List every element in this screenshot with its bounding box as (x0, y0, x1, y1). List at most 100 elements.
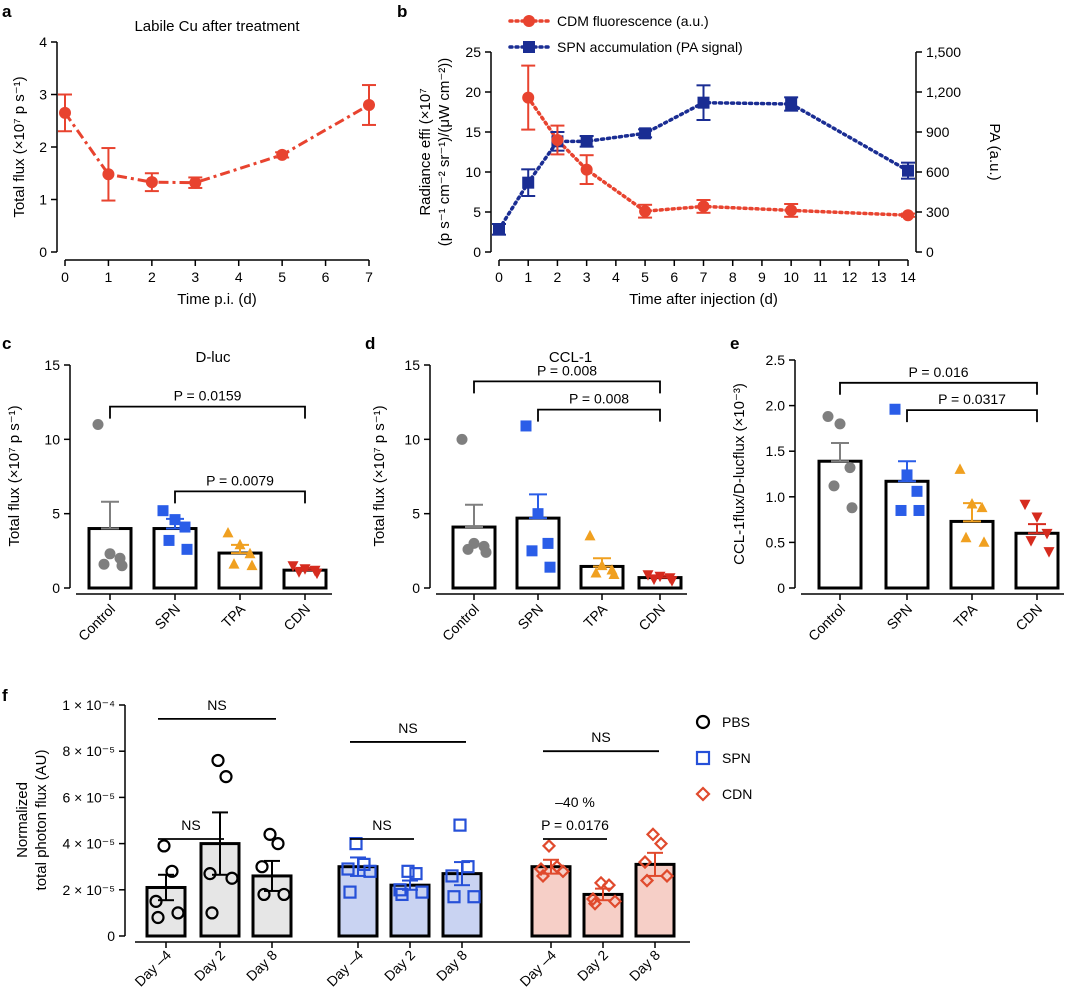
scatter-point (639, 873, 655, 888)
y-tick-label: 10 (44, 431, 60, 447)
scatter-point (271, 836, 285, 851)
cdm-data-point (902, 209, 914, 222)
x-tick-label: Day 8 (626, 947, 663, 984)
x-tick-label: CDN (1012, 601, 1045, 634)
panel-label-e: e (730, 334, 739, 353)
scatter-point (520, 420, 532, 432)
scatter-point (654, 571, 666, 583)
x-tick-label: Day 2 (191, 947, 228, 984)
x-tick-label: 2 (148, 269, 156, 285)
cdm-data-point (551, 134, 564, 146)
y-tick-label: 8 × 10⁻⁵ (62, 743, 115, 759)
scatter-point (1031, 512, 1043, 523)
scatter-point (401, 864, 415, 878)
significance-label: NS (591, 729, 610, 745)
cdm-data-point (580, 163, 593, 176)
bar (1014, 531, 1060, 590)
y-tick-label: 5 (52, 506, 60, 522)
x-tick-label: Day –4 (323, 947, 366, 990)
bar (884, 479, 930, 590)
x-tick-label: SPN (514, 601, 546, 633)
scatter-point (889, 403, 901, 415)
chart-title: CCL-1 (549, 349, 592, 366)
data-point (363, 99, 375, 111)
y2-tick-label: 0 (926, 244, 934, 260)
scatter-point (98, 558, 110, 570)
y-axis-label: Total flux (×10⁷ p s⁻¹) (11, 76, 28, 217)
scatter-point (1041, 528, 1053, 540)
y-tick-label: 1 (39, 192, 47, 208)
spn-data-point (522, 176, 535, 189)
significance-label: P = 0.0159 (174, 388, 242, 404)
y-axis-label: Total flux (×10⁷ p s⁻¹) (6, 405, 23, 546)
panel-label-b: b (397, 2, 407, 21)
x-tick-label: Control (439, 601, 482, 644)
x-tick-label: Day 2 (381, 947, 418, 984)
scatter-point (149, 894, 163, 908)
y2-tick-label: 1,200 (926, 84, 961, 100)
scatter-point (844, 462, 856, 474)
x-tick-label: 11 (813, 269, 828, 285)
x-axis-label: Time after injection (d) (629, 291, 778, 308)
scatter-point (584, 529, 596, 541)
scatter-point (203, 867, 217, 881)
spn-series-line (497, 100, 910, 232)
scatter-point (587, 896, 603, 911)
scatter-point (911, 485, 923, 497)
scatter-point (544, 561, 556, 573)
scatter-point (653, 836, 669, 851)
panel-label-a: a (2, 2, 12, 21)
y-tick-label: 20 (465, 84, 481, 100)
bar (817, 459, 863, 590)
scatter-point (341, 862, 355, 876)
scatter-point (659, 868, 675, 883)
x-tick-label: 3 (191, 269, 199, 285)
x-tick-label: 8 (729, 269, 737, 285)
scatter-point (642, 570, 654, 581)
x-tick-label: 6 (322, 269, 330, 285)
spn-data-point (580, 135, 593, 148)
scatter-point (205, 906, 219, 920)
x-tick-label: Day –4 (516, 947, 559, 990)
cdm-data-point (785, 204, 798, 217)
y-axis-label-line2: total photon flux (AU) (33, 750, 50, 891)
scatter-point (1043, 547, 1055, 558)
scatter-point (255, 860, 269, 874)
x-tick-label: Day 8 (433, 947, 470, 984)
scatter-point (607, 894, 623, 909)
significance-bracket (537, 408, 661, 422)
bar (152, 527, 198, 590)
bar (949, 519, 995, 590)
scatter-point (913, 504, 925, 516)
scatter-point (532, 508, 544, 520)
x-tick-label: 1 (524, 269, 532, 285)
scatter-point (593, 875, 609, 890)
legend-label-spn: SPN accumulation (PA signal) (557, 39, 743, 55)
panel-a-line-chart: Labile Cu after treatment 0 1 2 3 4 0 1 2 3 4 5 6 7 Ti… (11, 18, 376, 308)
x-tick-label: SPN (151, 601, 183, 633)
scatter-point (645, 827, 661, 842)
significance-label: P = 0.008 (537, 362, 597, 378)
y-tick-label: 0 (39, 244, 47, 260)
spn-data-point (902, 164, 914, 177)
significance-label: P = 0.008 (569, 391, 629, 407)
x-tick-label: Day –4 (131, 947, 174, 990)
y-tick-label: 5 (473, 204, 481, 220)
spn-data-point (785, 98, 798, 110)
scatter-point (895, 504, 907, 516)
y2-tick-label: 300 (926, 204, 950, 220)
x-tick-label: 1 (105, 269, 113, 285)
scatter-point (966, 498, 978, 509)
y-tick-label: 6 × 10⁻⁵ (62, 789, 115, 805)
scatter-point (228, 558, 240, 569)
scatter-point (211, 753, 225, 768)
y-axis-label-line1: Radiance effi (×10⁷ (417, 88, 434, 215)
scatter-point (116, 560, 128, 572)
x-tick-label: 7 (365, 269, 373, 285)
panel-d-bar-chart: CCL-1 0 5 10 15 Control SPN TPA CDN P = 0.008 P = … (371, 349, 687, 644)
x-tick-label: CDN (280, 601, 313, 634)
x-tick-label: 9 (758, 269, 766, 285)
scatter-point (343, 885, 357, 899)
legend-label-spn: SPN (722, 750, 751, 766)
